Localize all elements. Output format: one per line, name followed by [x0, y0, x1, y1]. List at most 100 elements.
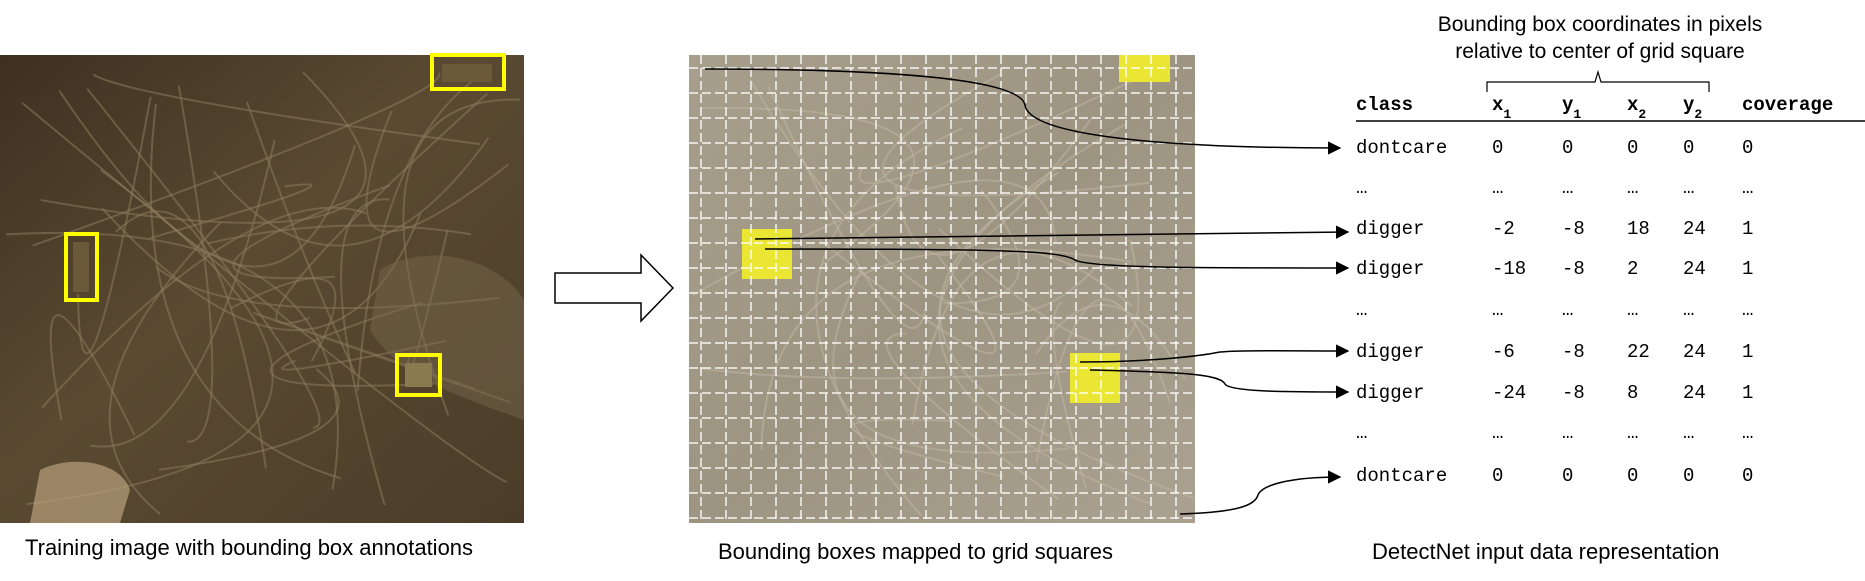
table-value-cell: -8 [1562, 218, 1585, 240]
digger-vehicle [73, 242, 89, 292]
table-value-cell: 2 [1627, 258, 1638, 280]
table-value-cell: 0 [1683, 465, 1694, 487]
track-line [77, 96, 152, 355]
track-line [90, 140, 276, 448]
table-value-cell: 1 [1742, 218, 1753, 240]
track-line [245, 101, 357, 375]
table-header-cell: x1 [1492, 94, 1511, 122]
table-value-cell: 1 [1742, 382, 1753, 404]
track-line [365, 110, 509, 233]
table-value-cell: … [1562, 177, 1573, 199]
connector-digger-4 [1089, 369, 1350, 399]
track-line [281, 339, 447, 371]
table-class-cell: … [1356, 177, 1367, 199]
table-value-cell: 18 [1627, 218, 1650, 240]
table-value-cell: … [1627, 177, 1638, 199]
tire-tracks [5, 70, 520, 515]
table-value-cell: -6 [1492, 341, 1515, 363]
track-line [340, 198, 390, 506]
table-value-cell: … [1562, 299, 1573, 321]
table-value-cell: … [1683, 299, 1694, 321]
table-class-cell: digger [1356, 341, 1424, 363]
table-header-subscript: 1 [1573, 107, 1581, 122]
table-class-cell: dontcare [1356, 465, 1447, 487]
grid-lines [689, 55, 1195, 523]
table-header-subscript: 2 [1638, 107, 1646, 122]
table-value-cell: 0 [1742, 465, 1753, 487]
table-value-cell: -24 [1492, 382, 1526, 404]
track-line [894, 115, 1094, 256]
table-value-cell: … [1742, 299, 1753, 321]
track-line [252, 312, 511, 404]
track-line [41, 206, 366, 409]
track-line [86, 88, 321, 429]
track-line [177, 85, 214, 443]
track-line [938, 171, 1194, 499]
connector-dontcare-bottom [1179, 470, 1342, 515]
table-header-cell: x2 [1627, 94, 1646, 122]
table-value-cell: -8 [1562, 258, 1585, 280]
table-class-cell: digger [1356, 258, 1424, 280]
digger-box-left [64, 232, 99, 302]
table-header-cell: y1 [1562, 94, 1581, 122]
table-header-cell: coverage [1742, 94, 1833, 116]
table-value-cell: 8 [1627, 382, 1638, 404]
table-header-subscript: 2 [1694, 107, 1702, 122]
highlight-cell-right [1070, 353, 1120, 403]
table-class-cell: … [1356, 299, 1367, 321]
table-value-cell: … [1683, 177, 1694, 199]
table-class-cell: dontcare [1356, 137, 1447, 159]
track-line [832, 267, 1068, 454]
table-header-cell: y2 [1683, 94, 1702, 122]
table-value-cell: 0 [1492, 465, 1503, 487]
track-line [92, 73, 481, 146]
track-line [815, 127, 964, 517]
table-value-cell: 24 [1683, 341, 1706, 363]
coordinate-note-line2: relative to center of grid square [1455, 40, 1745, 63]
connector-dontcare-top [704, 68, 1342, 155]
track-line [1035, 303, 1187, 381]
digger-vehicle [405, 363, 432, 387]
track-line [938, 227, 1140, 346]
connector-digger-3 [1079, 344, 1350, 363]
caption-detectnet-input: DetectNet input data representation [1372, 539, 1720, 564]
table-value-cell: 0 [1492, 137, 1503, 159]
table-value-cell: 0 [1627, 137, 1638, 159]
table-value-cell: 0 [1683, 137, 1694, 159]
table-value-cell: 1 [1742, 258, 1753, 280]
table-class-cell: … [1356, 422, 1367, 444]
table-value-cell: … [1562, 422, 1573, 444]
table-value-cell: 1 [1742, 341, 1753, 363]
track-line [814, 235, 997, 354]
header-bracket [1486, 69, 1710, 92]
track-line [230, 277, 337, 362]
gridded-image [689, 55, 1195, 523]
table-value-cell: … [1742, 177, 1753, 199]
table-value-cell: 0 [1742, 137, 1753, 159]
table-header-row: class x1 y1 x2 y2 coverage [1356, 94, 1833, 122]
track-line [58, 89, 356, 268]
track-line [699, 367, 1068, 380]
track-line [149, 183, 313, 239]
track-line [858, 68, 1157, 185]
coordinate-note: Bounding box coordinates in pixels relat… [1390, 11, 1810, 65]
table-header-cell: class [1356, 94, 1413, 116]
table-value-cell: 0 [1562, 465, 1573, 487]
track-line [885, 332, 1060, 500]
track-line [269, 301, 435, 387]
track-line [749, 78, 1096, 316]
connector-arrows [704, 68, 1350, 515]
track-line [149, 103, 341, 480]
table-header-subscript: 1 [1503, 107, 1511, 122]
table-value-cell: 0 [1562, 137, 1573, 159]
track-line [49, 314, 136, 436]
table-value-cell: … [1492, 177, 1503, 199]
table-value-cell: 24 [1683, 258, 1706, 280]
caption-grid-mapping: Bounding boxes mapped to grid squares [718, 539, 1114, 564]
table-value-cell: … [1683, 422, 1694, 444]
digger-box-right [395, 353, 442, 397]
track-line [213, 137, 490, 247]
hollow-arrow-icon [554, 253, 675, 323]
table-value-cell: 24 [1683, 218, 1706, 240]
